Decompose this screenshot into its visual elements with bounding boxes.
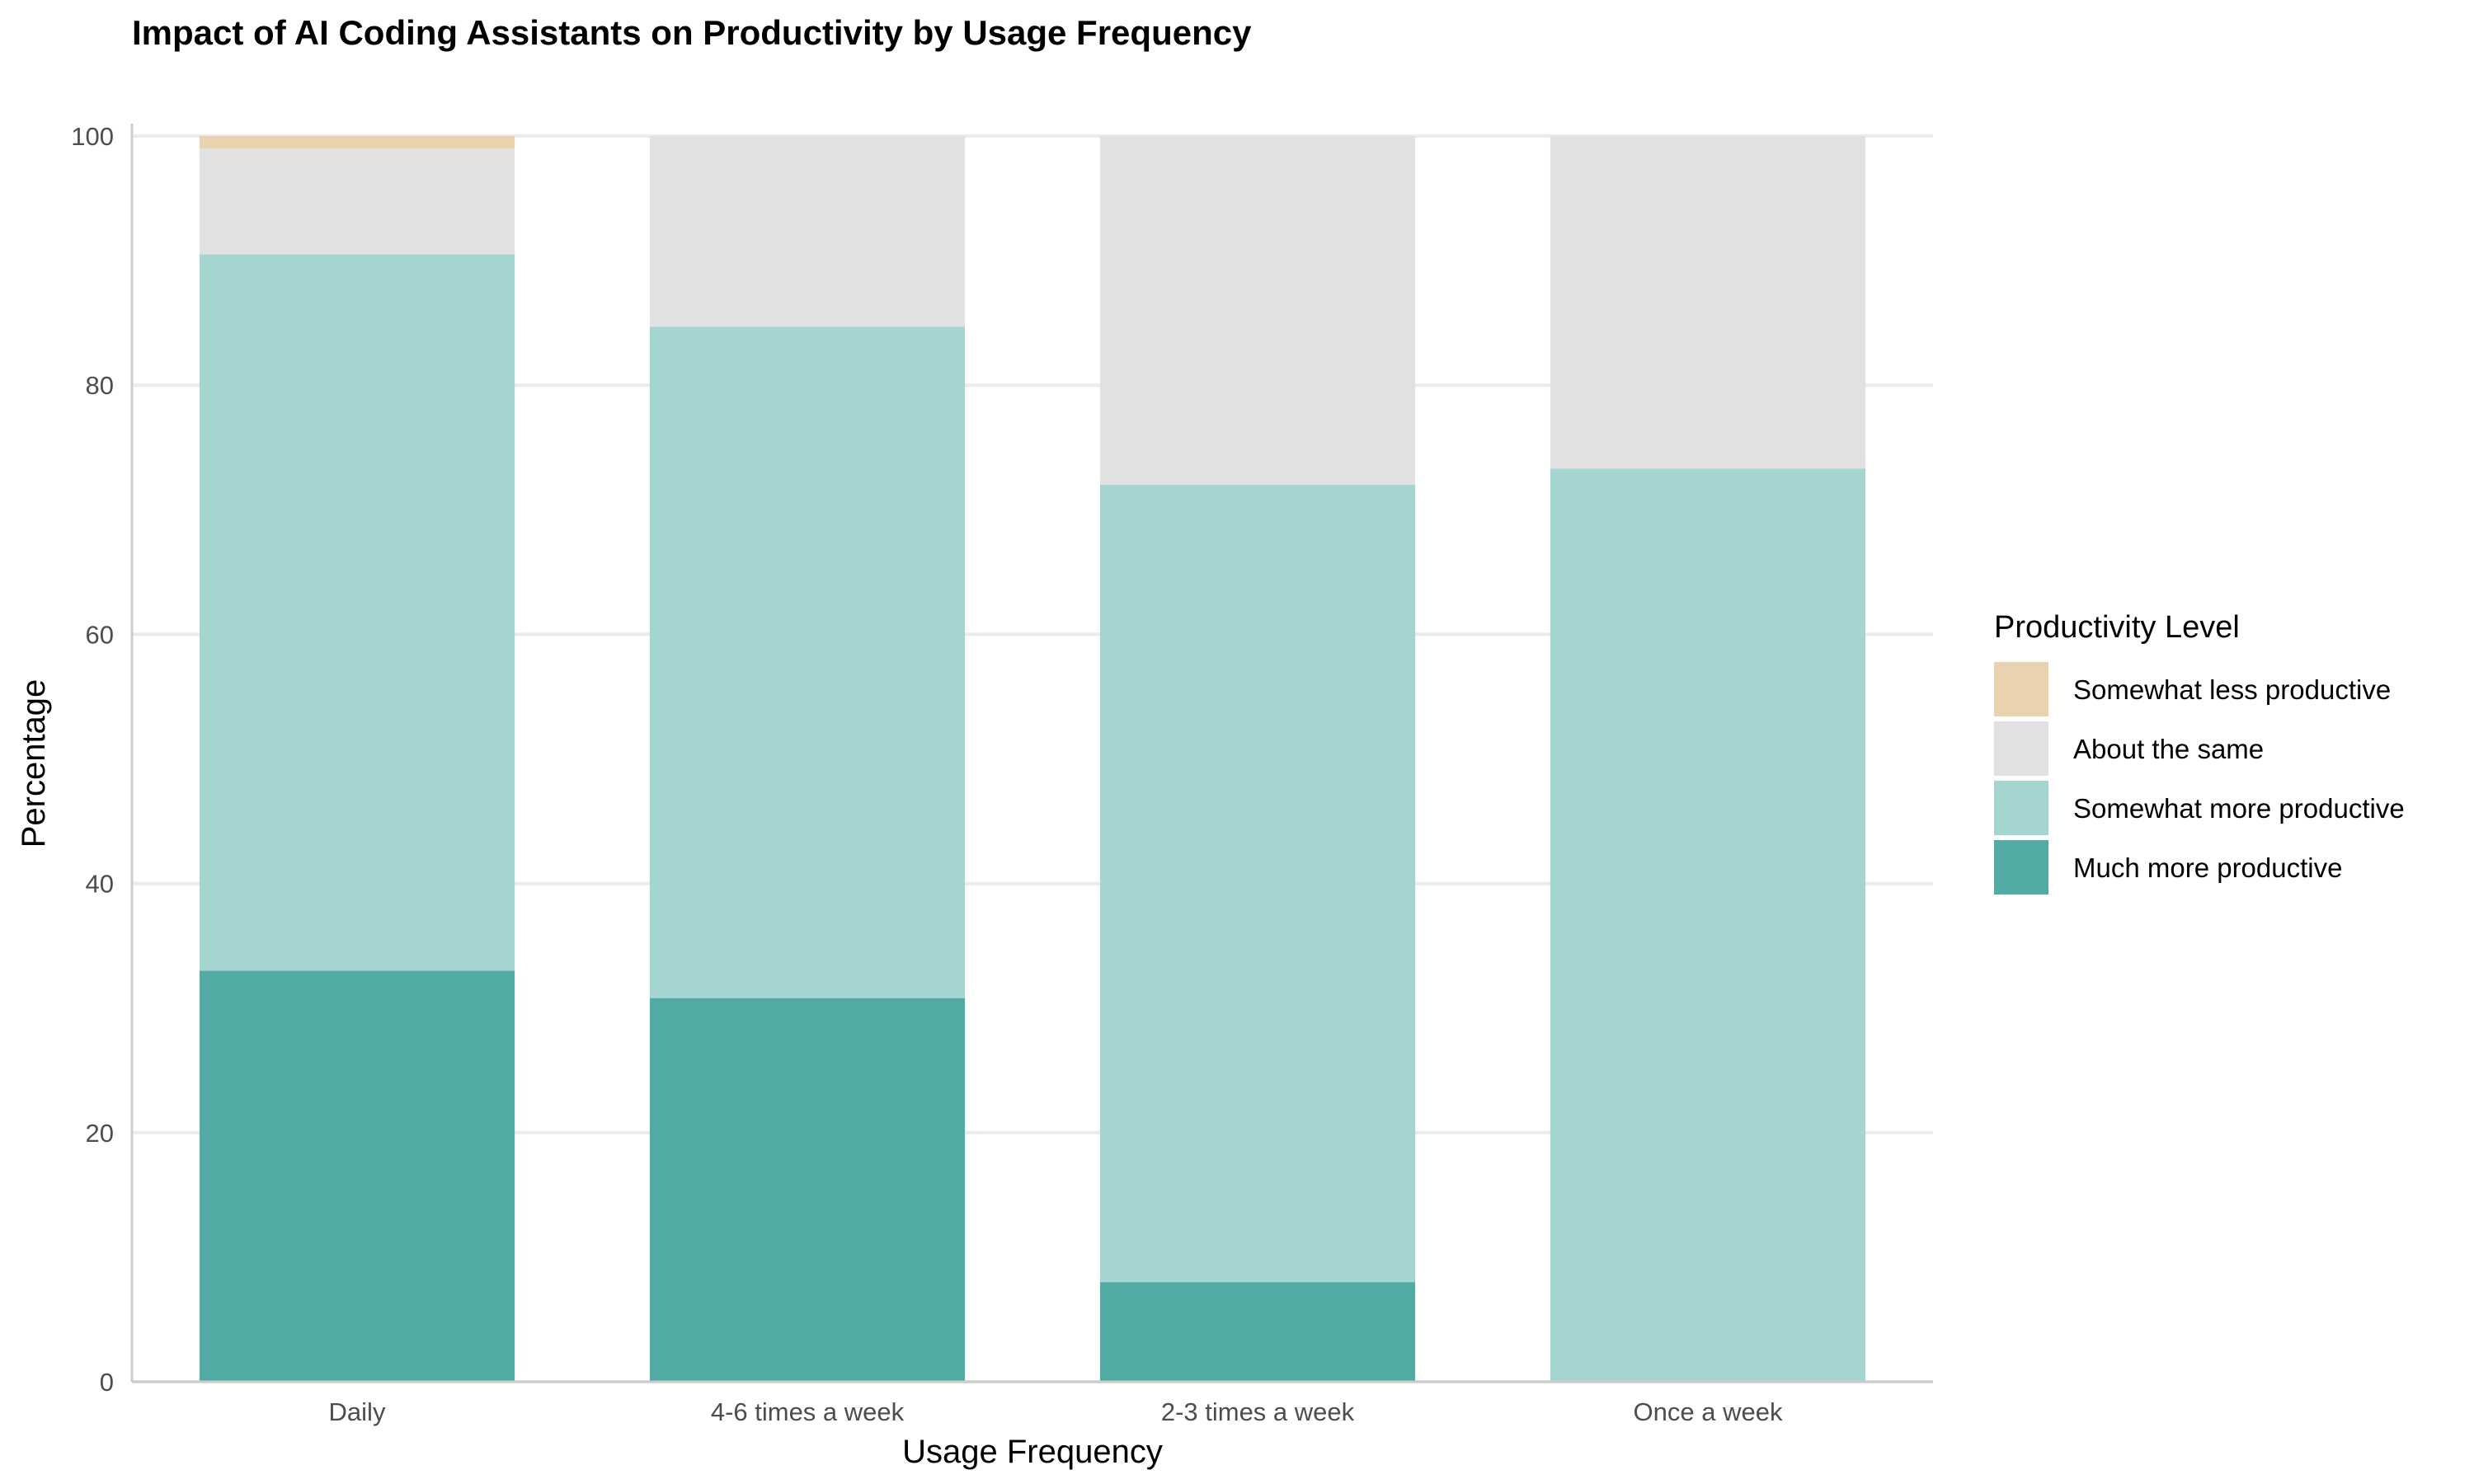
bar-segment-2-3-times-a-week-somewhat-more-productive xyxy=(1099,485,1416,1283)
bar-segment-daily-somewhat-less-productive xyxy=(199,136,515,149)
y-tick-label: 80 xyxy=(86,371,114,400)
x-tick-label: Daily xyxy=(329,1397,386,1426)
legend-label: Somewhat more productive xyxy=(2073,793,2405,824)
legend-title: Productivity Level xyxy=(1994,610,2240,645)
y-tick-label: 60 xyxy=(86,620,114,649)
y-tick-label: 20 xyxy=(86,1119,114,1148)
x-tick-label: Once a week xyxy=(1634,1397,1783,1426)
y-tick-label: 40 xyxy=(86,870,114,899)
legend-label: Much more productive xyxy=(2073,852,2342,883)
y-tick-label: 100 xyxy=(71,122,114,151)
legend-swatch-somewhat-more-productive xyxy=(1994,781,2048,835)
legend-swatch-about-the-same xyxy=(1994,721,2048,776)
y-tick-labels: 0 20 40 60 80 100 xyxy=(71,122,114,1397)
legend-label: About the same xyxy=(2073,734,2264,764)
y-tick-label: 0 xyxy=(100,1368,114,1397)
bar-segment-4-6-times-a-week-somewhat-more-productive xyxy=(649,326,966,998)
y-axis-title: Percentage xyxy=(16,679,52,848)
bar-segment-2-3-times-a-week-about-the-same xyxy=(1099,136,1416,486)
legend: Productivity Level Somewhat less product… xyxy=(1994,610,2405,895)
bars xyxy=(199,136,1866,1382)
bar-segment-daily-somewhat-more-productive xyxy=(199,254,515,971)
legend-swatch-much-more-productive xyxy=(1994,840,2048,895)
bar-segment-daily-about-the-same xyxy=(199,148,515,255)
bar-segment-2-3-times-a-week-much-more-productive xyxy=(1099,1282,1416,1382)
axes xyxy=(130,124,1933,1383)
x-tick-label: 2-3 times a week xyxy=(1161,1397,1355,1426)
legend-label: Somewhat less productive xyxy=(2073,674,2391,705)
bar-segment-4-6-times-a-week-much-more-productive xyxy=(649,998,966,1382)
bar-segment-once-a-week-about-the-same xyxy=(1550,136,1866,469)
bar-segment-4-6-times-a-week-about-the-same xyxy=(649,136,966,327)
bar-segment-daily-much-more-productive xyxy=(199,970,515,1382)
bar-segment-once-a-week-somewhat-more-productive xyxy=(1550,468,1866,1382)
x-tick-label: 4-6 times a week xyxy=(711,1397,905,1426)
x-axis-title: Usage Frequency xyxy=(902,1434,1163,1470)
legend-swatch-somewhat-less-productive xyxy=(1994,662,2048,716)
x-tick-labels: Daily 4-6 times a week 2-3 times a week Onc… xyxy=(329,1397,1783,1426)
chart-title: Impact of AI Coding Assistants on Produc… xyxy=(132,13,1252,52)
